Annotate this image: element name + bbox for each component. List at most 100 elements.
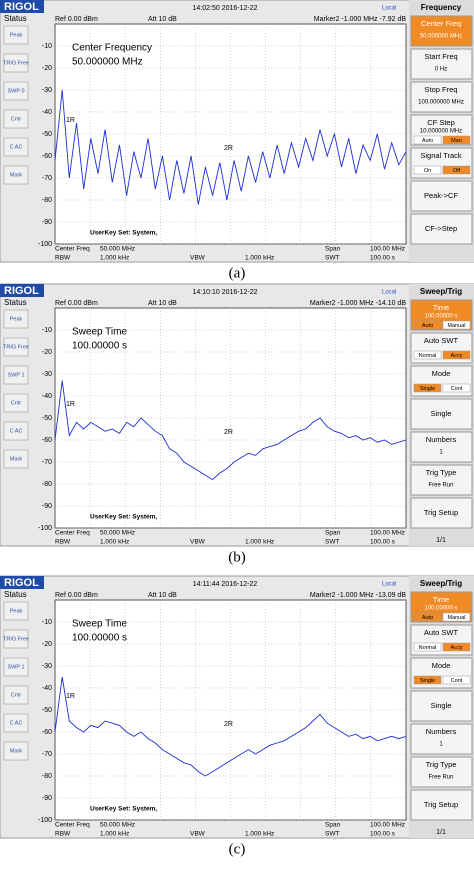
menu-option[interactable] bbox=[413, 642, 442, 652]
menu-option-label: Accy bbox=[451, 645, 463, 651]
menu-label: Auto SWT bbox=[424, 336, 459, 345]
timestamp: 14:11:44 2016-12-22 bbox=[193, 581, 258, 588]
menu-option[interactable] bbox=[413, 675, 442, 685]
menu-option[interactable] bbox=[442, 320, 471, 330]
annotation-line2: 100.00000 s bbox=[72, 633, 127, 644]
footer-span: 100.00 MHz bbox=[370, 822, 405, 829]
y-tick-label: -90 bbox=[42, 219, 52, 226]
menu-option[interactable] bbox=[442, 165, 471, 175]
menu-option-label: Off bbox=[453, 168, 461, 174]
menu-option[interactable] bbox=[442, 135, 471, 145]
status-item: Cntr bbox=[11, 692, 22, 698]
footer-vbw-label: VBW bbox=[190, 831, 206, 838]
menu-option[interactable] bbox=[442, 612, 471, 622]
menu-button[interactable] bbox=[410, 213, 473, 245]
menu-button[interactable] bbox=[410, 15, 473, 47]
menu-button[interactable] bbox=[410, 398, 473, 430]
menu-value: 100.00000 s bbox=[424, 314, 457, 320]
footer-swt-label: SWT bbox=[325, 539, 339, 546]
menu-option[interactable] bbox=[442, 642, 471, 652]
menu-option-label: Man bbox=[451, 138, 462, 144]
status-item: TRIG Free bbox=[3, 636, 29, 642]
menu-button[interactable] bbox=[410, 723, 473, 755]
menu-label: Trig Setup bbox=[424, 800, 458, 809]
y-tick-label: -30 bbox=[42, 87, 52, 94]
menu-title: Frequency bbox=[421, 3, 462, 12]
menu-option[interactable] bbox=[413, 320, 442, 330]
status-icon bbox=[3, 137, 29, 157]
menu-option-label: Manual bbox=[447, 323, 465, 329]
footer-span-label: Span bbox=[325, 530, 341, 537]
menu-button[interactable] bbox=[410, 431, 473, 463]
footer-swt: 100.00 s bbox=[370, 539, 396, 546]
menu-button[interactable] bbox=[410, 180, 473, 212]
menu-option[interactable] bbox=[442, 383, 471, 393]
menu-value: 50.000000 MHz bbox=[420, 34, 462, 40]
timestamp: 14:10:10 2016-12-22 bbox=[193, 289, 258, 296]
y-tick-label: -60 bbox=[42, 437, 52, 444]
annotation-line2: 100.00000 s bbox=[72, 341, 127, 352]
status-item: C AC bbox=[10, 720, 23, 726]
menu-button[interactable] bbox=[410, 464, 473, 496]
footer-span: 100.00 MHz bbox=[370, 246, 405, 253]
status-icon bbox=[3, 53, 29, 73]
marker-readout: Marker2 -1.000 MHz -13.09 dB bbox=[310, 592, 406, 599]
menu-label: CF Step bbox=[427, 118, 455, 127]
menu-option-label: Accy bbox=[451, 353, 463, 359]
menu-button[interactable] bbox=[410, 690, 473, 722]
menu-option[interactable] bbox=[442, 350, 471, 360]
status-icon bbox=[3, 713, 29, 733]
menu-title: Sweep/Trig bbox=[420, 287, 462, 296]
footer-swt: 100.00 s bbox=[370, 255, 396, 262]
menu-button[interactable] bbox=[410, 81, 473, 113]
menu-button[interactable] bbox=[410, 497, 473, 529]
footer-center-label: Center Freq bbox=[55, 246, 90, 253]
menu-option[interactable] bbox=[413, 135, 442, 145]
status-title: Status bbox=[4, 14, 27, 23]
menu-option-label: Single bbox=[420, 386, 435, 392]
menu-button[interactable] bbox=[410, 756, 473, 788]
y-tick-label: -90 bbox=[42, 795, 52, 802]
menu-label: Single bbox=[431, 409, 452, 418]
menu-button[interactable] bbox=[410, 48, 473, 80]
footer-center-label: Center Freq bbox=[55, 530, 90, 537]
marker-readout: Marker2 -1.000 MHz -7.92 dB bbox=[314, 16, 407, 23]
status-item: Peak bbox=[10, 608, 23, 614]
annotation-line1: Sweep Time bbox=[72, 327, 127, 338]
status-item: SWP 0 bbox=[7, 88, 24, 94]
footer-center: 50.000 MHz bbox=[100, 246, 135, 253]
menu-page: 1/1 bbox=[436, 829, 446, 836]
footer-rbw: 1.000 kHz bbox=[100, 255, 129, 262]
status-icon bbox=[3, 421, 29, 441]
userkey: UserKey Set: System, bbox=[90, 230, 157, 237]
footer-center: 50.000 MHz bbox=[100, 530, 135, 537]
menu-label: Signal Track bbox=[420, 151, 462, 160]
menu-option[interactable] bbox=[413, 350, 442, 360]
menu-option[interactable] bbox=[442, 675, 471, 685]
y-tick-label: -50 bbox=[42, 415, 52, 422]
marker-label: 2R bbox=[224, 145, 233, 152]
y-tick-label: -40 bbox=[42, 109, 52, 116]
footer-rbw-label: RBW bbox=[55, 831, 71, 838]
y-tick-label: -30 bbox=[42, 371, 52, 378]
footer-vbw-label: VBW bbox=[190, 255, 206, 262]
status-item: TRIG Free bbox=[3, 344, 29, 350]
footer-rbw-label: RBW bbox=[55, 255, 71, 262]
annotation-line1: Center Frequency bbox=[72, 43, 152, 54]
menu-button[interactable] bbox=[410, 789, 473, 821]
y-tick-label: -80 bbox=[42, 773, 52, 780]
timestamp: 14:02:50 2016-12-22 bbox=[193, 5, 258, 12]
status-icon bbox=[3, 393, 29, 413]
local-badge: Local bbox=[382, 290, 396, 296]
menu-label: Start Freq bbox=[424, 52, 457, 61]
menu-value: Free Run bbox=[428, 775, 453, 781]
y-tick-label: -60 bbox=[42, 153, 52, 160]
menu-option[interactable] bbox=[413, 165, 442, 175]
userkey: UserKey Set: System, bbox=[90, 514, 157, 521]
marker-label: 1R bbox=[66, 117, 75, 124]
menu-option[interactable] bbox=[413, 383, 442, 393]
status-item: Mark bbox=[10, 456, 22, 462]
menu-option[interactable] bbox=[413, 612, 442, 622]
